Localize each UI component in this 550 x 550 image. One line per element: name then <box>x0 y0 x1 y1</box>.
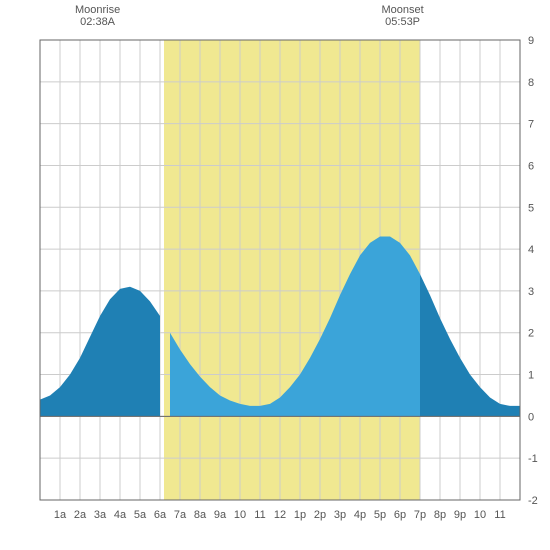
x-tick-label: 6a <box>154 509 167 521</box>
tide-area <box>420 274 520 416</box>
x-tick-label: 8a <box>194 509 207 521</box>
x-tick-label: 11 <box>494 509 505 521</box>
y-tick-label: 9 <box>528 35 534 47</box>
x-tick-label: 2a <box>74 509 87 521</box>
x-tick-label: 12 <box>274 509 286 521</box>
x-tick-label: 5a <box>134 509 147 521</box>
x-tick-label: 9a <box>214 509 227 521</box>
x-tick-label: 10 <box>474 509 486 521</box>
moonset-label-block: Moonset 05:53P <box>368 4 438 28</box>
y-tick-label: 1 <box>528 370 534 382</box>
x-tick-label: 5p <box>374 509 386 521</box>
x-tick-label: 10 <box>234 509 246 521</box>
moonset-label: Moonset <box>368 4 438 16</box>
y-tick-label: 0 <box>528 411 534 423</box>
moonrise-label-block: Moonrise 02:38A <box>63 4 133 28</box>
moonset-time: 05:53P <box>368 16 438 28</box>
moonrise-label: Moonrise <box>63 4 133 16</box>
x-tick-label: 3p <box>334 509 346 521</box>
x-tick-label: 9p <box>454 509 466 521</box>
y-tick-label: 8 <box>528 77 534 89</box>
x-tick-label: 7a <box>174 509 187 521</box>
tide-chart: Moonrise 02:38A Moonset 05:53P -2-101234… <box>0 0 550 550</box>
x-tick-label: 2p <box>314 509 326 521</box>
y-tick-label: 7 <box>528 119 534 131</box>
x-tick-label: 8p <box>434 509 446 521</box>
y-tick-label: -1 <box>528 453 538 465</box>
x-tick-label: 1p <box>294 509 306 521</box>
y-tick-label: 4 <box>528 244 534 256</box>
y-tick-label: 6 <box>528 160 534 172</box>
y-tick-label: -2 <box>528 495 538 507</box>
x-tick-label: 3a <box>94 509 107 521</box>
y-tick-label: 5 <box>528 202 534 214</box>
x-tick-label: 4p <box>354 509 366 521</box>
chart-svg: -2-101234567891a2a3a4a5a6a7a8a9a1011121p… <box>0 0 550 550</box>
x-tick-label: 11 <box>254 509 265 521</box>
y-tick-label: 2 <box>528 328 534 340</box>
x-tick-label: 7p <box>414 509 426 521</box>
moonrise-time: 02:38A <box>63 16 133 28</box>
x-tick-label: 6p <box>394 509 406 521</box>
y-tick-label: 3 <box>528 286 534 298</box>
x-tick-label: 1a <box>54 509 67 521</box>
x-tick-label: 4a <box>114 509 127 521</box>
